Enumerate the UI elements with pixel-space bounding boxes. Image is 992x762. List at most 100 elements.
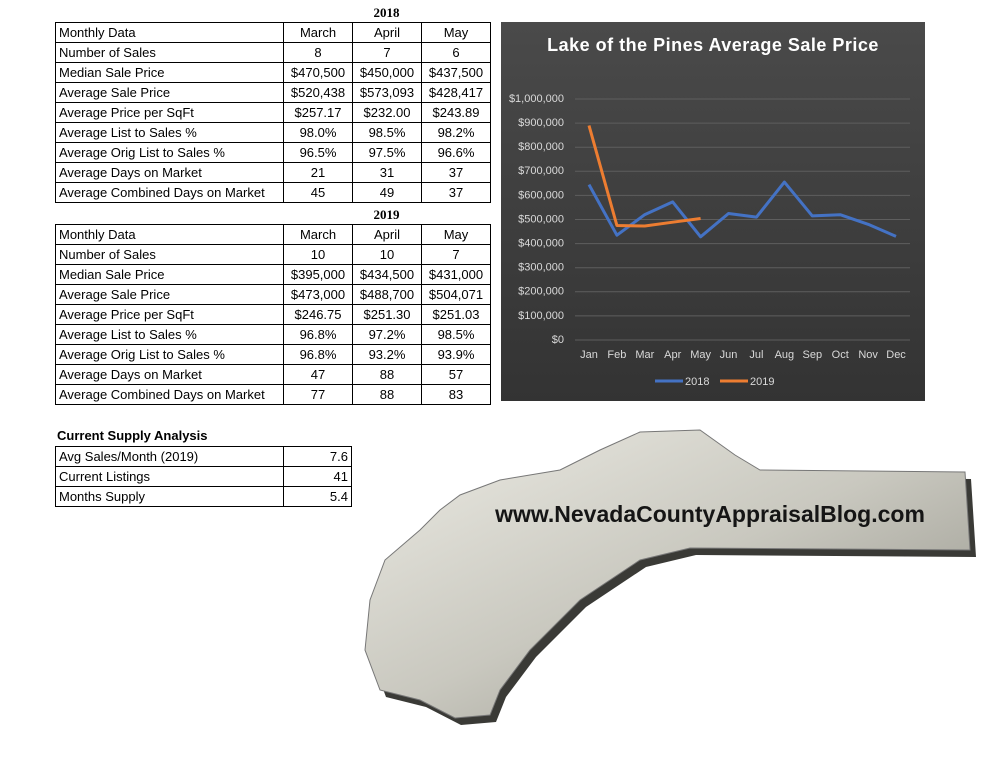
table-cell: 97.2% — [352, 324, 422, 345]
chart-title: Lake of the Pines Average Sale Price — [547, 35, 879, 55]
y-tick-label: $1,000,000 — [509, 93, 564, 105]
y-tick-label: $500,000 — [518, 213, 564, 225]
table-cell: Average List to Sales % — [55, 324, 284, 345]
x-tick-label: May — [690, 349, 711, 361]
table-cell: $243.89 — [421, 102, 491, 123]
table-row: Number of Sales 10 10 7 — [55, 244, 491, 265]
table-cell: May — [421, 22, 491, 43]
legend-label: 2019 — [750, 376, 774, 388]
table-cell: Average Orig List to Sales % — [55, 344, 284, 365]
table-cell: 7.6 — [283, 446, 352, 467]
table-cell: 21 — [283, 162, 353, 183]
table-cell: $395,000 — [283, 264, 353, 285]
table-cell: 98.2% — [421, 122, 491, 143]
table-cell: 8 — [283, 42, 353, 63]
table-cell: $232.00 — [352, 102, 422, 123]
table-cell: $473,000 — [283, 284, 353, 305]
table-row: Average Orig List to Sales % 96.5% 97.5% 96… — [55, 142, 491, 163]
table-row: Current Listings 41 — [55, 466, 352, 487]
table-cell: 98.5% — [421, 324, 491, 345]
x-tick-label: Jun — [720, 349, 738, 361]
table-cell: Median Sale Price — [55, 62, 284, 83]
table-cell: 37 — [421, 162, 491, 183]
table-row: Average Days on Market 47 88 57 — [55, 364, 491, 385]
logo-text: www.NevadaCountyAppraisalBlog.com — [494, 501, 925, 527]
table-row: Average List to Sales % 96.8% 97.2% 98.5% — [55, 324, 491, 345]
table-cell: $246.75 — [283, 304, 353, 325]
table-row: Average Combined Days on Market 45 49 37 — [55, 182, 491, 203]
table-row: Average List to Sales % 98.0% 98.5% 98.2% — [55, 122, 491, 143]
table-cell: 5.4 — [283, 486, 352, 507]
table-cell: March — [283, 224, 353, 245]
x-tick-label: Feb — [607, 349, 626, 361]
table-row: Average Combined Days on Market 77 88 83 — [55, 384, 491, 405]
table-cell: $434,500 — [352, 264, 422, 285]
table-cell: Median Sale Price — [55, 264, 284, 285]
table-cell: Average Sale Price — [55, 82, 284, 103]
table-row: Median Sale Price $470,500 $450,000 $437,50… — [55, 62, 491, 83]
data-table: Monthly Data March April May Number of Sales… — [55, 224, 491, 405]
y-tick-label: $300,000 — [518, 262, 564, 274]
table-cell: $428,417 — [421, 82, 491, 103]
table-cell: Average Orig List to Sales % — [55, 142, 284, 163]
table-row: Monthly Data March April May — [55, 22, 491, 43]
table-cell: 96.8% — [283, 324, 353, 345]
table-row: Months Supply 5.4 — [55, 486, 352, 507]
y-tick-label: $900,000 — [518, 117, 564, 129]
table-row: Average Price per SqFt $257.17 $232.00 $243… — [55, 102, 491, 123]
table-title: 2019 — [373, 207, 400, 222]
table-cell: Months Supply — [55, 486, 284, 507]
table-cell: 10 — [352, 244, 422, 265]
table-cell: 98.5% — [352, 122, 422, 143]
x-tick-label: Sep — [803, 349, 823, 361]
table-cell: Average Days on Market — [55, 162, 284, 183]
y-tick-label: $100,000 — [518, 310, 564, 322]
table-cell: Average Combined Days on Market — [55, 182, 284, 203]
table-cell: Average Price per SqFt — [55, 102, 284, 123]
x-tick-label: Apr — [664, 349, 681, 361]
table-cell: 57 — [421, 364, 491, 385]
supply-title: Current Supply Analysis — [57, 428, 208, 443]
table-cell: 7 — [352, 42, 422, 63]
table-cell: 6 — [421, 42, 491, 63]
data-table: Monthly Data March April May Number of Sales… — [55, 22, 491, 203]
table-cell: 77 — [283, 384, 353, 405]
table-cell: 10 — [283, 244, 353, 265]
x-tick-label: Dec — [886, 349, 906, 361]
table-cell: $470,500 — [283, 62, 353, 83]
table-cell: 97.5% — [352, 142, 422, 163]
x-tick-label: Jul — [749, 349, 763, 361]
data-line — [587, 180, 897, 239]
table-cell: Average Sale Price — [55, 284, 284, 305]
table-cell: Average Days on Market — [55, 364, 284, 385]
table-row: Average Price per SqFt $246.75 $251.30 $251… — [55, 304, 491, 325]
supply-table: Avg Sales/Month (2019) 7.6 Current Listing… — [55, 446, 352, 507]
table-cell: $257.17 — [283, 102, 353, 123]
table-cell: 88 — [352, 384, 422, 405]
x-tick-label: Oct — [832, 349, 849, 361]
table-cell: 47 — [283, 364, 353, 385]
table-cell: $251.03 — [421, 304, 491, 325]
table-cell: 45 — [283, 182, 353, 203]
table-cell: Current Listings — [55, 466, 284, 487]
table-cell: Average Price per SqFt — [55, 304, 284, 325]
table-cell: $450,000 — [352, 62, 422, 83]
logo-shape — [364, 429, 976, 725]
table-row: Median Sale Price $395,000 $434,500 $431,00… — [55, 264, 491, 285]
table-cell: 7 — [421, 244, 491, 265]
chart-background — [501, 22, 925, 401]
table-cell: Number of Sales — [55, 244, 284, 265]
table-cell: 93.2% — [352, 344, 422, 365]
table-row: Average Sale Price $473,000 $488,700 $504,0… — [55, 284, 491, 305]
table-cell: Monthly Data — [55, 22, 284, 43]
x-tick-label: Mar — [635, 349, 654, 361]
table-cell: 88 — [352, 364, 422, 385]
table-row: Number of Sales 8 7 6 — [55, 42, 491, 63]
table-cell: Number of Sales — [55, 42, 284, 63]
table-cell: $431,000 — [421, 264, 491, 285]
table-cell: $504,071 — [421, 284, 491, 305]
table-cell: Average List to Sales % — [55, 122, 284, 143]
table-cell: 31 — [352, 162, 422, 183]
table-cell: 41 — [283, 466, 352, 487]
y-tick-label: $200,000 — [518, 286, 564, 298]
